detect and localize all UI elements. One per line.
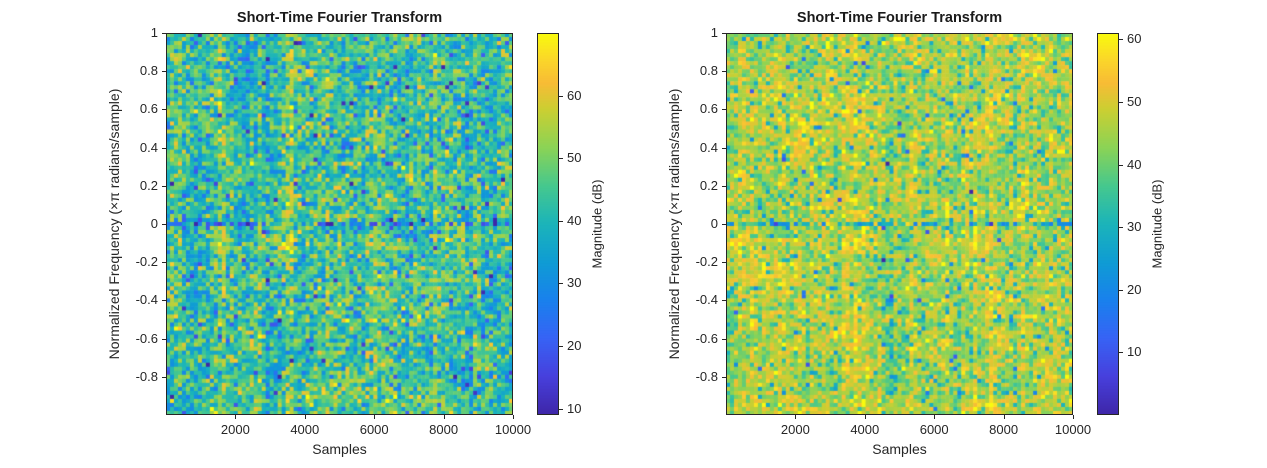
y-tick-label: 0.6 xyxy=(139,101,158,117)
y-tick-label: 0.6 xyxy=(699,101,718,117)
y-tick-label: 0 xyxy=(150,216,158,231)
x-axis-label: Samples xyxy=(872,441,927,457)
y-tick-label: 0.8 xyxy=(139,63,158,79)
y-tick-mark xyxy=(162,376,166,378)
y-tick-mark xyxy=(162,224,166,225)
colorbar-tick-mark xyxy=(1119,164,1123,166)
y-tick-mark xyxy=(162,185,166,187)
y-tick-mark xyxy=(162,147,166,149)
y-tick-label: 0.4 xyxy=(699,139,718,155)
colorbar-tick-mark xyxy=(559,95,563,97)
y-tick-label: -0.4 xyxy=(695,292,718,308)
colorbar-label: Magnitude (dB) xyxy=(589,179,605,269)
colorbar-tick-mark xyxy=(1119,101,1123,103)
y-tick-mark xyxy=(162,109,166,111)
colorbar-tick-label: 20 xyxy=(567,338,582,354)
colorbar-tick-mark xyxy=(1119,289,1123,291)
colorbar-tick-label: 20 xyxy=(1127,281,1142,297)
y-tick-label: -0.2 xyxy=(135,254,158,270)
x-tick-mark xyxy=(864,415,866,419)
y-tick-mark xyxy=(722,109,726,111)
spectrogram-heatmap xyxy=(726,33,1073,415)
colorbar-tick-label: 10 xyxy=(1127,344,1142,360)
y-tick-mark xyxy=(162,33,166,34)
x-tick-label: 2000 xyxy=(780,422,810,437)
x-tick-mark xyxy=(513,415,514,419)
colorbar-tick-mark xyxy=(559,408,563,410)
x-tick-label: 8000 xyxy=(429,422,459,437)
x-tick-label: 10000 xyxy=(1054,422,1092,437)
y-tick-label: -0.6 xyxy=(135,330,158,346)
x-tick-label: 2000 xyxy=(220,422,250,437)
colorbar-gradient xyxy=(537,33,559,415)
x-tick-mark xyxy=(795,415,797,419)
x-tick-mark xyxy=(443,415,445,419)
colorbar-tick-mark xyxy=(1119,227,1123,229)
y-tick-label: 0.4 xyxy=(139,139,158,155)
colorbar-tick-label: 10 xyxy=(567,400,582,416)
x-tick-mark xyxy=(934,415,936,419)
colorbar-tick-mark xyxy=(559,283,563,285)
y-tick-mark xyxy=(722,262,726,264)
spectrogram-heatmap xyxy=(166,33,513,415)
colorbar-tick-label: 30 xyxy=(567,275,582,291)
y-tick-mark xyxy=(162,338,166,340)
y-tick-label: 0 xyxy=(710,216,718,231)
y-tick-label: 1 xyxy=(150,25,158,40)
y-tick-label: -0.8 xyxy=(135,368,158,384)
chart-title: Short-Time Fourier Transform xyxy=(796,10,1003,26)
y-tick-label: -0.6 xyxy=(695,330,718,346)
x-tick-label: 8000 xyxy=(989,422,1019,437)
y-tick-label: 0.2 xyxy=(139,177,158,193)
chart-title: Short-Time Fourier Transform xyxy=(236,10,443,26)
colorbar-tick-mark xyxy=(1119,352,1123,354)
x-tick-label: 4000 xyxy=(850,422,880,437)
y-tick-mark xyxy=(162,300,166,302)
colorbar-tick-mark xyxy=(559,346,563,348)
colorbar-label: Magnitude (dB) xyxy=(1149,179,1165,269)
colorbar-tick-mark xyxy=(1119,39,1123,41)
y-tick-mark xyxy=(722,338,726,340)
y-tick-label: 0.2 xyxy=(699,177,718,193)
y-tick-mark xyxy=(722,224,726,225)
y-tick-mark xyxy=(722,147,726,149)
y-tick-mark xyxy=(722,71,726,73)
x-tick-label: 4000 xyxy=(290,422,320,437)
x-tick-mark xyxy=(1073,415,1074,419)
colorbar-tick-label: 50 xyxy=(567,150,582,166)
y-tick-label: -0.8 xyxy=(695,368,718,384)
colorbar-gradient xyxy=(1097,33,1119,415)
x-tick-label: 6000 xyxy=(919,422,949,437)
colorbar-tick-label: 50 xyxy=(1127,93,1142,109)
colorbar-tick-label: 60 xyxy=(1127,31,1142,47)
colorbar-tick-mark xyxy=(559,220,563,222)
x-tick-mark xyxy=(235,415,237,419)
colorbar-tick-label: 40 xyxy=(1127,156,1142,172)
y-axis-label: Normalized Frequency (×π radians/sample) xyxy=(666,88,682,360)
y-tick-mark xyxy=(722,33,726,34)
y-tick-mark xyxy=(722,376,726,378)
y-tick-label: 0.8 xyxy=(699,63,718,79)
y-tick-label: -0.4 xyxy=(135,292,158,308)
y-tick-label: -0.2 xyxy=(695,254,718,270)
y-tick-label: 1 xyxy=(710,25,718,40)
x-tick-mark xyxy=(1003,415,1005,419)
colorbar-tick-label: 60 xyxy=(567,87,582,103)
y-tick-mark xyxy=(722,185,726,187)
colorbar-tick-label: 30 xyxy=(1127,219,1142,235)
x-tick-mark xyxy=(374,415,376,419)
colorbar-tick-label: 40 xyxy=(567,212,582,228)
y-axis-label: Normalized Frequency (×π radians/sample) xyxy=(106,88,122,360)
x-tick-label: 10000 xyxy=(494,422,532,437)
y-tick-mark xyxy=(162,262,166,264)
colorbar-tick-mark xyxy=(559,158,563,160)
y-tick-mark xyxy=(162,71,166,73)
y-tick-mark xyxy=(722,300,726,302)
x-axis-label: Samples xyxy=(312,441,367,457)
x-tick-label: 6000 xyxy=(359,422,389,437)
x-tick-mark xyxy=(304,415,306,419)
